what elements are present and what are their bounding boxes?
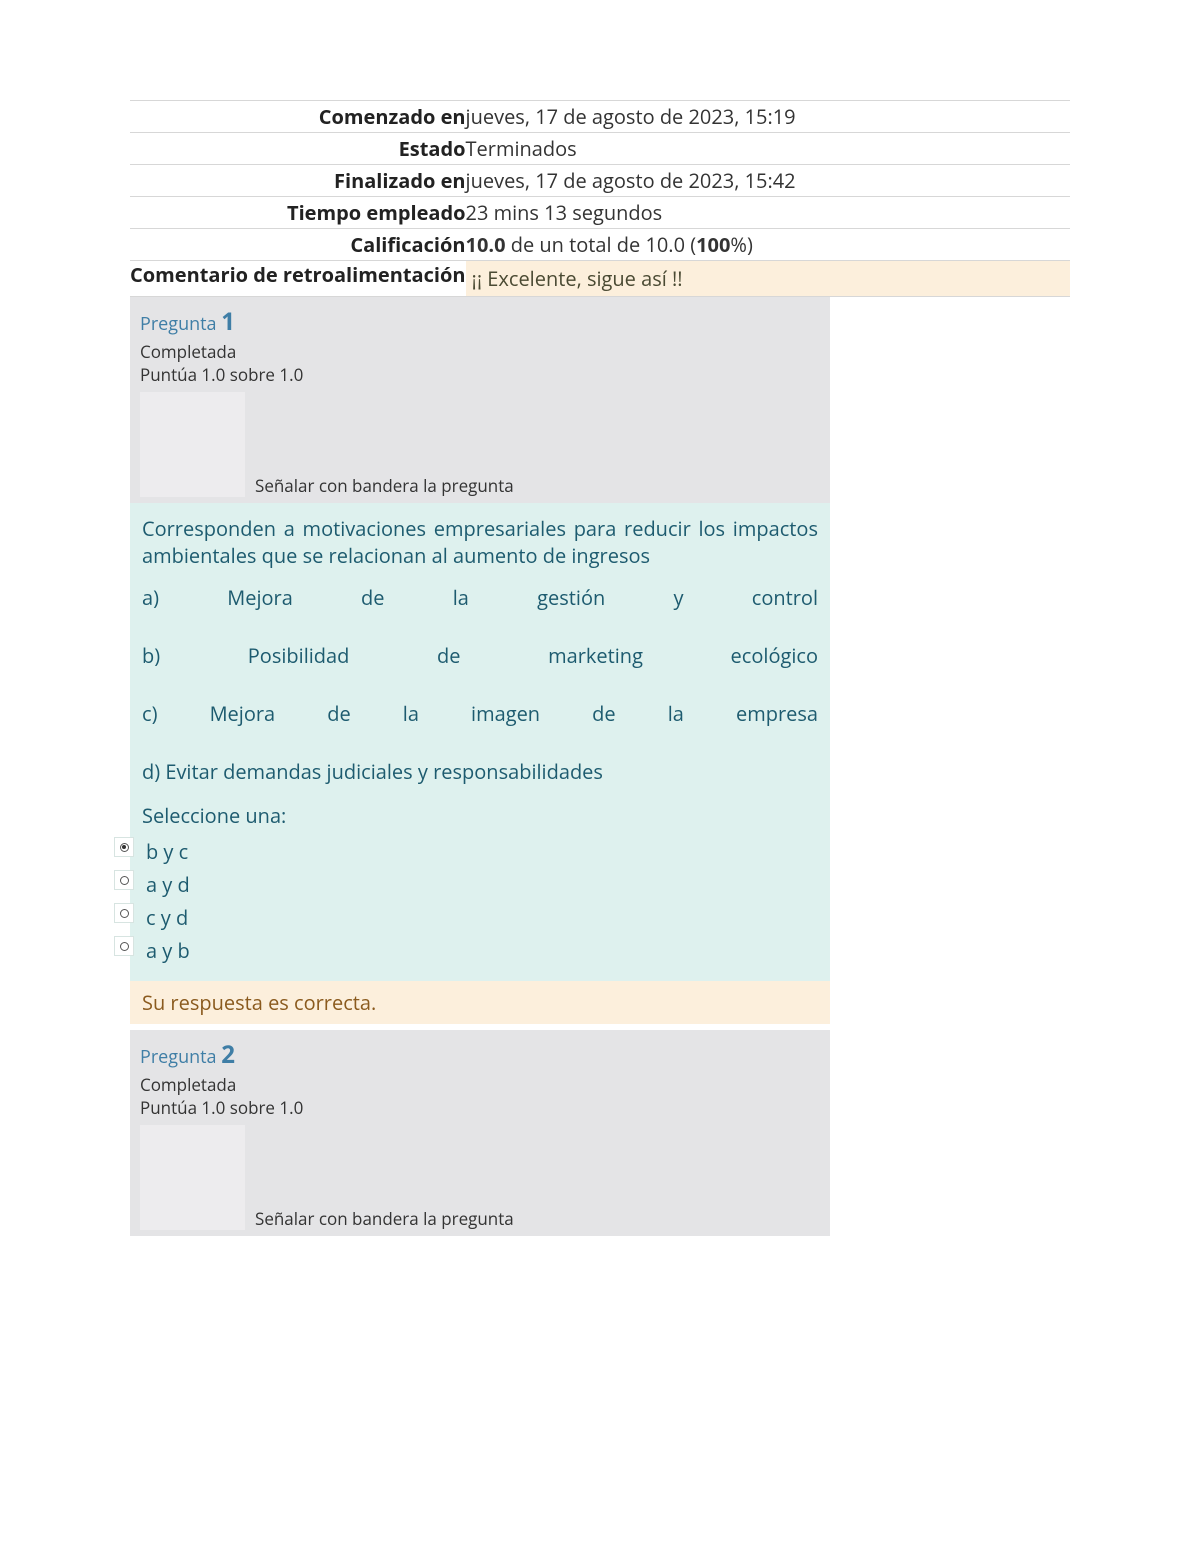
answer-text: c y d (146, 904, 188, 931)
question-number: 2 (221, 1038, 235, 1071)
summary-value: jueves, 17 de agosto de 2023, 15:19 (466, 101, 1070, 133)
summary-row: Finalizado en jueves, 17 de agosto de 20… (130, 165, 1070, 197)
answer-text: a y b (146, 937, 190, 964)
question-number: 1 (221, 305, 235, 338)
question-status: Completada (140, 340, 820, 363)
summary-label: Comentario de retroalimentación (130, 261, 466, 297)
answer-option[interactable]: b y c (142, 835, 818, 868)
question-title: Pregunta 2 (140, 1038, 820, 1071)
answer-option[interactable]: c y d (142, 901, 818, 934)
option-line-d: d) Evitar demandas judiciales y responsa… (142, 757, 818, 786)
question-mark: Puntúa 1.0 sobre 1.0 (140, 363, 820, 386)
summary-label: Finalizado en (130, 165, 466, 197)
option-line-a: a) Mejora de la gestión y control (142, 583, 818, 641)
question-mark: Puntúa 1.0 sobre 1.0 (140, 1096, 820, 1119)
summary-grade-value: 10.0 de un total de 10.0 (100%) (466, 229, 1070, 261)
select-one-label: Seleccione una: (142, 802, 818, 829)
radio-icon[interactable] (114, 903, 134, 923)
question-prefix: Pregunta (140, 1045, 221, 1069)
answer-option[interactable]: a y d (142, 868, 818, 901)
flag-image-placeholder (140, 1125, 245, 1230)
question-title: Pregunta 1 (140, 305, 820, 338)
radio-icon[interactable] (114, 936, 134, 956)
question-header: Pregunta 1 Completada Puntúa 1.0 sobre 1… (130, 297, 830, 392)
summary-label: Calificación (130, 229, 466, 261)
question-info-block: Pregunta 1 Completada Puntúa 1.0 sobre 1… (130, 297, 830, 503)
summary-label: Estado (130, 133, 466, 165)
summary-row: Comenzado en jueves, 17 de agosto de 202… (130, 101, 1070, 133)
summary-feedback-text: ¡¡ Excelente, sigue así !! (466, 261, 1070, 297)
grade-tail: %) (730, 231, 752, 258)
question-body: Corresponden a motivaciones empresariale… (130, 503, 830, 981)
grade-mid: de un total de 10.0 ( (506, 231, 697, 258)
summary-value: Terminados (466, 133, 1070, 165)
question-info-block: Pregunta 2 Completada Puntúa 1.0 sobre 1… (130, 1030, 830, 1236)
summary-label: Comenzado en (130, 101, 466, 133)
summary-label: Tiempo empleado (130, 197, 466, 229)
summary-row-grade: Calificación 10.0 de un total de 10.0 (1… (130, 229, 1070, 261)
answer-option[interactable]: a y b (142, 934, 818, 967)
question-flag-area: Señalar con bandera la pregunta (130, 392, 830, 503)
option-line-b: b) Posibilidad de marketing ecológico (142, 641, 818, 699)
flag-question-link[interactable]: Señalar con bandera la pregunta (249, 474, 820, 497)
answer-text: b y c (146, 838, 188, 865)
flag-question-link[interactable]: Señalar con bandera la pregunta (249, 1207, 820, 1230)
answer-options: b y c a y d c y d a y b (142, 835, 818, 967)
question-status: Completada (140, 1073, 820, 1096)
option-line-c: c) Mejora de la imagen de la empresa (142, 699, 818, 757)
page: Comenzado en jueves, 17 de agosto de 202… (0, 0, 1200, 1553)
answer-feedback: Su respuesta es correcta. (130, 981, 830, 1024)
question-header: Pregunta 2 Completada Puntúa 1.0 sobre 1… (130, 1030, 830, 1125)
attempt-summary-table: Comenzado en jueves, 17 de agosto de 202… (130, 100, 1070, 297)
question-option-lines: a) Mejora de la gestión y control b) Pos… (142, 583, 818, 786)
flag-image-placeholder (140, 392, 245, 497)
grade-score: 10.0 (466, 231, 506, 258)
summary-row: Estado Terminados (130, 133, 1070, 165)
question-prompt: Corresponden a motivaciones empresariale… (142, 515, 818, 569)
radio-icon[interactable] (114, 870, 134, 890)
question-flag-area: Señalar con bandera la pregunta (130, 1125, 830, 1236)
summary-value: jueves, 17 de agosto de 2023, 15:42 (466, 165, 1070, 197)
answer-text: a y d (146, 871, 190, 898)
summary-row-feedback: Comentario de retroalimentación ¡¡ Excel… (130, 261, 1070, 297)
grade-pct: 100 (696, 231, 730, 258)
summary-row: Tiempo empleado 23 mins 13 segundos (130, 197, 1070, 229)
radio-icon[interactable] (114, 837, 134, 857)
question-prefix: Pregunta (140, 312, 221, 336)
summary-value: 23 mins 13 segundos (466, 197, 1070, 229)
